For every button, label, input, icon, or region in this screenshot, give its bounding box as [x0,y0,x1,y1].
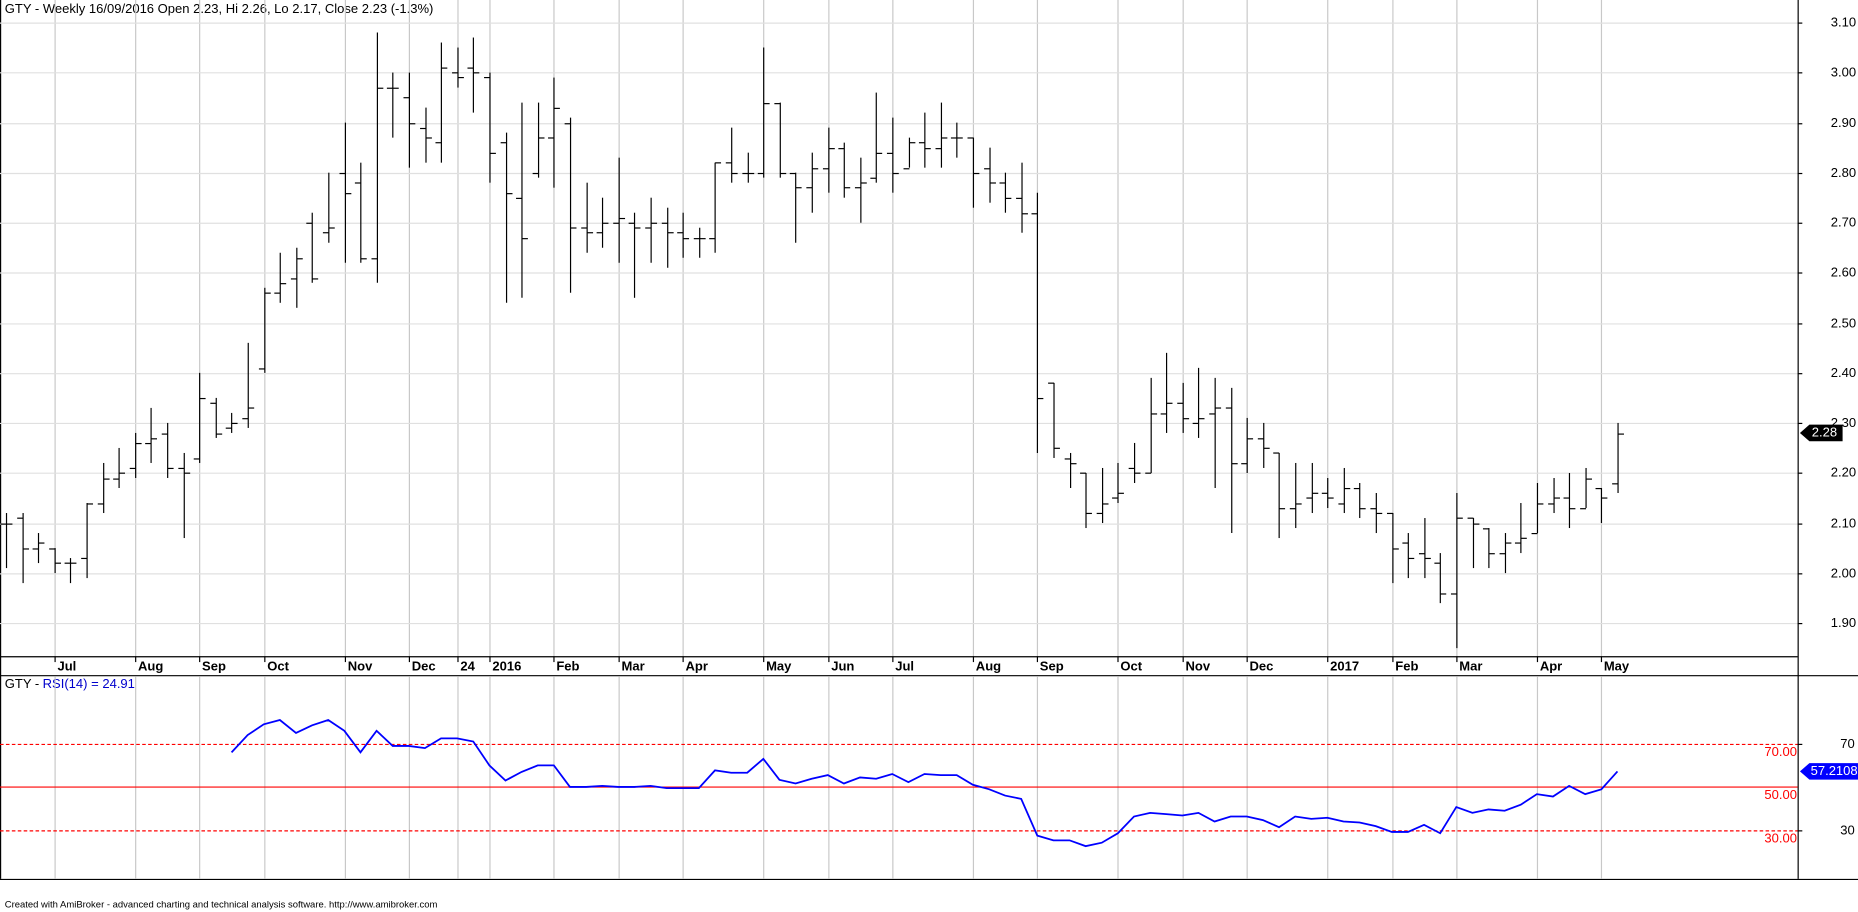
x-tick-label: May [766,658,792,673]
x-tick-label: 24 [460,658,475,673]
x-tick-label: Feb [556,658,579,673]
x-tick-label: Nov [1186,658,1211,673]
rsi-title-prefix: GTY - [5,676,39,691]
y-tick-label: 2.60 [1831,264,1856,279]
y-tick-label: 30 [1840,822,1854,837]
x-tick-label: Sep [1040,658,1064,673]
y-tick-label: 3.00 [1831,64,1856,79]
x-tick-label: Oct [267,658,289,673]
x-tick-label: Mar [622,658,645,673]
last-value-badge [1799,424,1843,442]
footer: Created with AmiBroker - advanced charti… [5,899,438,910]
last-value-label: 2.28 [1812,424,1837,439]
y-tick-label: 2.80 [1831,165,1856,180]
last-value-label: 57.2108 [1811,763,1858,778]
x-tick-label: Oct [1120,658,1142,673]
reference-label: 30.00 [1764,831,1797,846]
x-tick-label: Aug [976,658,1001,673]
x-tick-label: Dec [412,658,436,673]
y-tick-label: 2.20 [1831,465,1856,480]
x-tick-label: Jul [57,658,76,673]
y-tick-label: 2.10 [1831,516,1856,531]
y-tick-label: 2.00 [1831,565,1856,580]
reference-label: 50.00 [1764,787,1797,802]
y-tick-label: 1.90 [1831,615,1856,630]
x-tick-label: Nov [348,658,373,673]
chart-title: GTY - Weekly 16/09/2016 Open 2.23, Hi 2.… [5,1,434,16]
x-tick-label: 2016 [492,658,521,673]
last-value-badge [1799,763,1858,780]
x-tick-label: Feb [1395,658,1418,673]
rsi-title: RSI(14) = 24.91 [43,676,135,691]
y-tick-label: 3.10 [1831,15,1856,30]
x-tick-label: Sep [202,658,226,673]
x-tick-label: Dec [1250,658,1274,673]
y-tick-label: 70 [1840,736,1854,751]
x-tick-label: Jul [895,658,914,673]
y-tick-label: 2.40 [1831,365,1856,380]
x-tick-label: Aug [138,658,163,673]
y-tick-label: 2.50 [1831,315,1856,330]
x-tick-label: Apr [1540,658,1562,673]
rsi-line [230,719,1619,848]
x-tick-label: Jun [831,658,854,673]
x-tick-label: Mar [1459,658,1482,673]
y-tick-label: 2.90 [1831,115,1856,130]
x-tick-label: 2017 [1330,658,1359,673]
x-tick-label: Apr [685,658,707,673]
reference-label: 70.00 [1764,744,1797,759]
x-tick-label: May [1604,658,1630,673]
y-tick-label: 2.70 [1831,215,1856,230]
